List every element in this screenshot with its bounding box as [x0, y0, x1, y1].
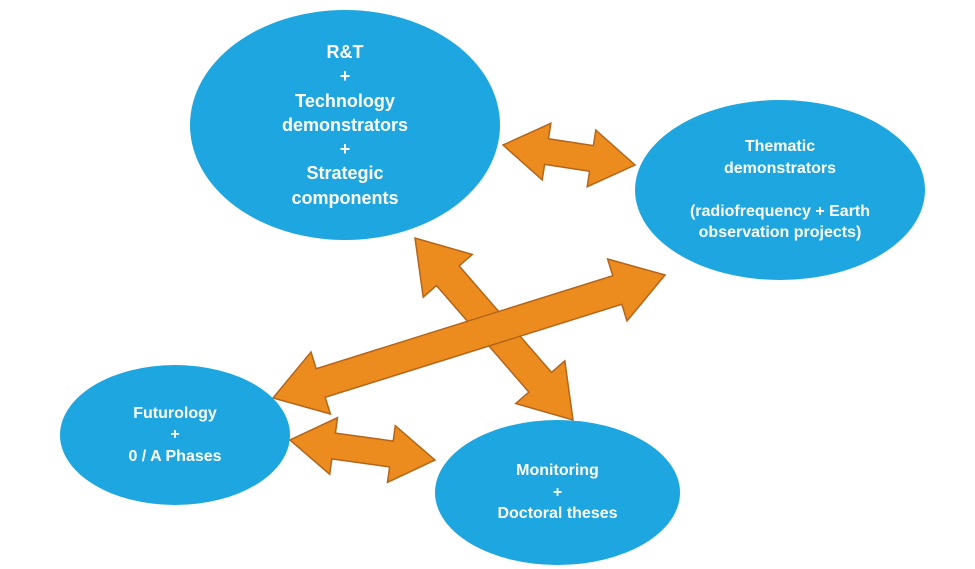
node-thematic: Thematicdemonstrators (radiofrequency + …: [635, 100, 925, 280]
edge-arrow: [415, 238, 573, 420]
diagram-canvas: { "diagram": { "type": "network", "backg…: [0, 0, 975, 569]
node-thematic-label: Thematicdemonstrators (radiofrequency + …: [690, 136, 870, 244]
edge-arrow: [273, 259, 665, 414]
edge-arrow: [503, 123, 635, 186]
node-futurology: Futurology+0 / A Phases: [60, 365, 290, 505]
node-rt-label: R&T+Technologydemonstrators+Strategiccom…: [282, 40, 408, 210]
node-monitoring-label: Monitoring+Doctoral theses: [497, 460, 617, 525]
edge-arrow: [290, 418, 435, 483]
node-futurology-label: Futurology+0 / A Phases: [128, 403, 221, 468]
node-monitoring: Monitoring+Doctoral theses: [435, 420, 680, 565]
node-rt: R&T+Technologydemonstrators+Strategiccom…: [190, 10, 500, 240]
